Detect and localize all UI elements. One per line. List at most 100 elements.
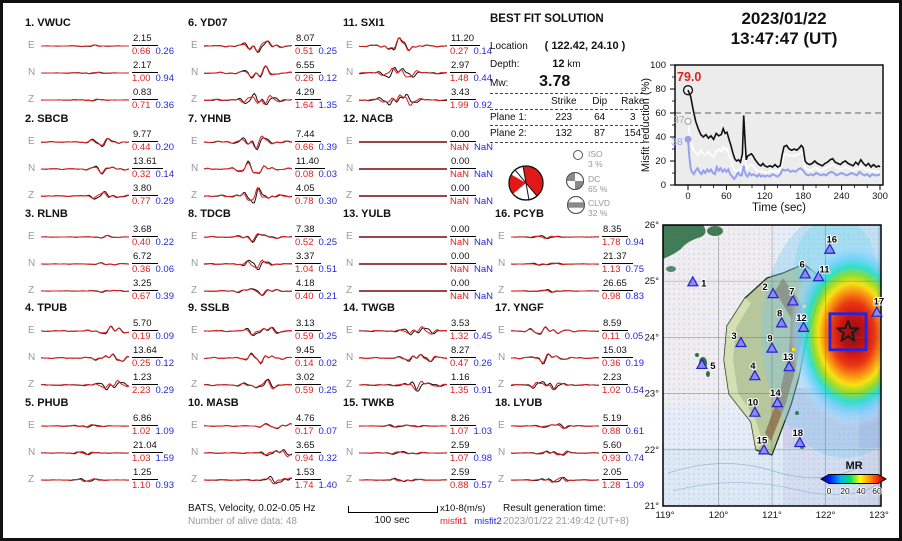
station-triangle-icon <box>757 443 770 455</box>
fit-values: 2.97 1.48 0.44 <box>450 60 503 84</box>
table-divider <box>490 142 643 143</box>
station-header: 2. SBCB <box>25 113 69 125</box>
misfit1-value: 0.32 <box>132 169 151 180</box>
waveform-plot <box>204 135 292 151</box>
lon-tick-label: 122° <box>816 510 836 521</box>
misfit2-value: 0.05 <box>624 331 644 342</box>
misfit1-value: 1.02 <box>132 426 151 437</box>
station-block-PCYB: 16. PCYB E 8.35 1.78 0.94 N 21.37 1.13 0.75 Z 26.6… <box>495 208 655 304</box>
component-label: N <box>28 352 36 363</box>
clvd-name: CLVD <box>588 198 611 208</box>
waveform-row: N 2.59 1.07 0.98 <box>343 440 503 466</box>
component-label: Z <box>346 94 353 105</box>
grid-dots-texture <box>663 225 881 506</box>
waveform-row: N 5.60 0.93 0.74 <box>495 440 655 466</box>
map-station-marker-18: 18 <box>792 427 806 448</box>
misfit2-value: 0.29 <box>155 385 175 396</box>
svg-text:0: 0 <box>661 180 666 191</box>
fit-values: 4.76 0.17 0.07 <box>295 413 348 437</box>
misfit2-value: 1.09 <box>155 426 175 437</box>
waveform-plot <box>41 191 129 200</box>
component-label: E <box>191 136 198 147</box>
waveform-row: N 15.03 0.36 0.19 <box>495 345 655 371</box>
fit-values: 3.68 0.40 0.22 <box>132 224 185 248</box>
station-header: 1. VWUC <box>25 17 71 29</box>
waveform-plot <box>359 290 447 292</box>
waveform-row: N 9.45 0.14 0.02 <box>188 345 348 371</box>
fit-values: 15.03 0.36 0.19 <box>602 345 655 369</box>
fit-values: 0.00 NaN NaN <box>450 129 503 153</box>
component-label: N <box>346 352 354 363</box>
waveform-row: Z 3.43 1.99 0.92 <box>343 87 503 113</box>
waveform-row: N 8.27 0.47 0.26 <box>343 345 503 371</box>
annotation-38: 38 <box>671 136 683 148</box>
waveform-plot <box>41 379 129 391</box>
waveform-plot <box>204 449 292 458</box>
station-triangle-icon <box>799 267 812 279</box>
waveform-row: Z 1.16 1.35 0.91 <box>343 372 503 398</box>
station-triangle-icon <box>793 436 806 448</box>
component-label: Z <box>28 474 35 485</box>
station-number: 7 <box>789 286 794 297</box>
map-inner <box>663 225 881 506</box>
station-header: 10. MASB <box>188 397 239 409</box>
waveform-row: E 3.53 1.32 0.45 <box>343 318 503 344</box>
svg-text:240: 240 <box>834 191 850 202</box>
start-marker-low <box>684 135 692 143</box>
map-station-marker-14: 14 <box>769 387 784 408</box>
station-number: 18 <box>793 428 804 439</box>
misfit2-value: 0.61 <box>625 426 645 437</box>
depth-row: Depth: 12 km <box>490 58 581 70</box>
waveform-row: Z 1.25 1.10 0.93 <box>25 467 185 493</box>
waveform-row: E 7.38 0.52 0.25 <box>188 224 348 250</box>
amplitude-value: 9.77 <box>132 130 158 142</box>
fit-values: 0.00 NaN NaN <box>450 224 503 248</box>
location-row: Location ( 122.42, 24.10 ) <box>490 40 625 52</box>
waveform-plot <box>359 263 447 265</box>
station-header: 13. YULB <box>343 208 392 220</box>
component-label: Z <box>346 285 353 296</box>
map-station-marker-7: 7 <box>786 285 799 306</box>
waveform-row: Z 3.25 0.67 0.39 <box>25 278 185 304</box>
map-station-marker-15: 15 <box>756 434 770 455</box>
station-triangle-icon <box>748 405 761 417</box>
fit-values: 6.55 0.26 0.12 <box>295 60 348 84</box>
station-number: 14 <box>770 388 781 399</box>
component-label: E <box>191 420 198 431</box>
fit-values: 0.83 0.71 0.36 <box>132 87 185 111</box>
component-label: E <box>346 40 353 51</box>
amplitude-value: 0.00 <box>450 225 476 237</box>
station-block-TWKB: 15. TWKB E 8.26 1.07 1.03 N 2.59 1.07 0.98 Z 2.59 0… <box>343 397 503 493</box>
plane1-dip: 64 <box>594 112 606 123</box>
component-label: N <box>346 447 354 458</box>
misfit1-value: 0.26 <box>295 73 314 84</box>
station-block-SBCB: 2. SBCB E 9.77 0.44 0.20 N 13.61 0.32 0.14 Z 3.80 0… <box>25 113 185 209</box>
result-time-label: Result generation time: <box>503 503 606 514</box>
svg-text:120: 120 <box>757 191 773 202</box>
misfit1-value: 0.08 <box>295 169 314 180</box>
amplitude-value: 7.44 <box>295 130 321 142</box>
misfit1-value: 0.25 <box>132 358 151 369</box>
waveform-row: Z 2.23 1.02 0.54 <box>495 372 655 398</box>
waveform-plot <box>511 423 599 429</box>
map-station-marker-13: 13 <box>782 351 796 372</box>
waveform-row: E 8.59 0.11 0.05 <box>495 318 655 344</box>
amplitude-value: 0.83 <box>132 88 158 100</box>
station-block-TWGB: 14. TWGB E 3.53 1.32 0.45 N 8.27 0.47 0.26 Z 1.16 1… <box>343 302 503 398</box>
misfit2-value: NaN <box>474 142 494 153</box>
misfit1-value: 0.94 <box>295 453 314 464</box>
clvd-component-icon <box>567 196 585 214</box>
amplitude-value: 5.70 <box>132 319 158 331</box>
component-label: N <box>191 447 199 458</box>
misfit1-value: 1.07 <box>450 426 469 437</box>
fit-values: 6.86 1.02 1.09 <box>132 413 185 437</box>
waveform-row: E 7.44 0.66 0.39 <box>188 129 348 155</box>
misfit1-legend: misfit1 <box>440 516 468 527</box>
component-label: N <box>191 163 199 174</box>
misfit1-value: 0.44 <box>132 142 151 153</box>
misfit2-value: 0.36 <box>155 100 175 111</box>
waveform-plot <box>204 233 292 243</box>
waveform-plot <box>359 380 447 392</box>
waveform-row: E 8.26 1.07 1.03 <box>343 413 503 439</box>
misfit1-value: 0.27 <box>450 46 469 57</box>
